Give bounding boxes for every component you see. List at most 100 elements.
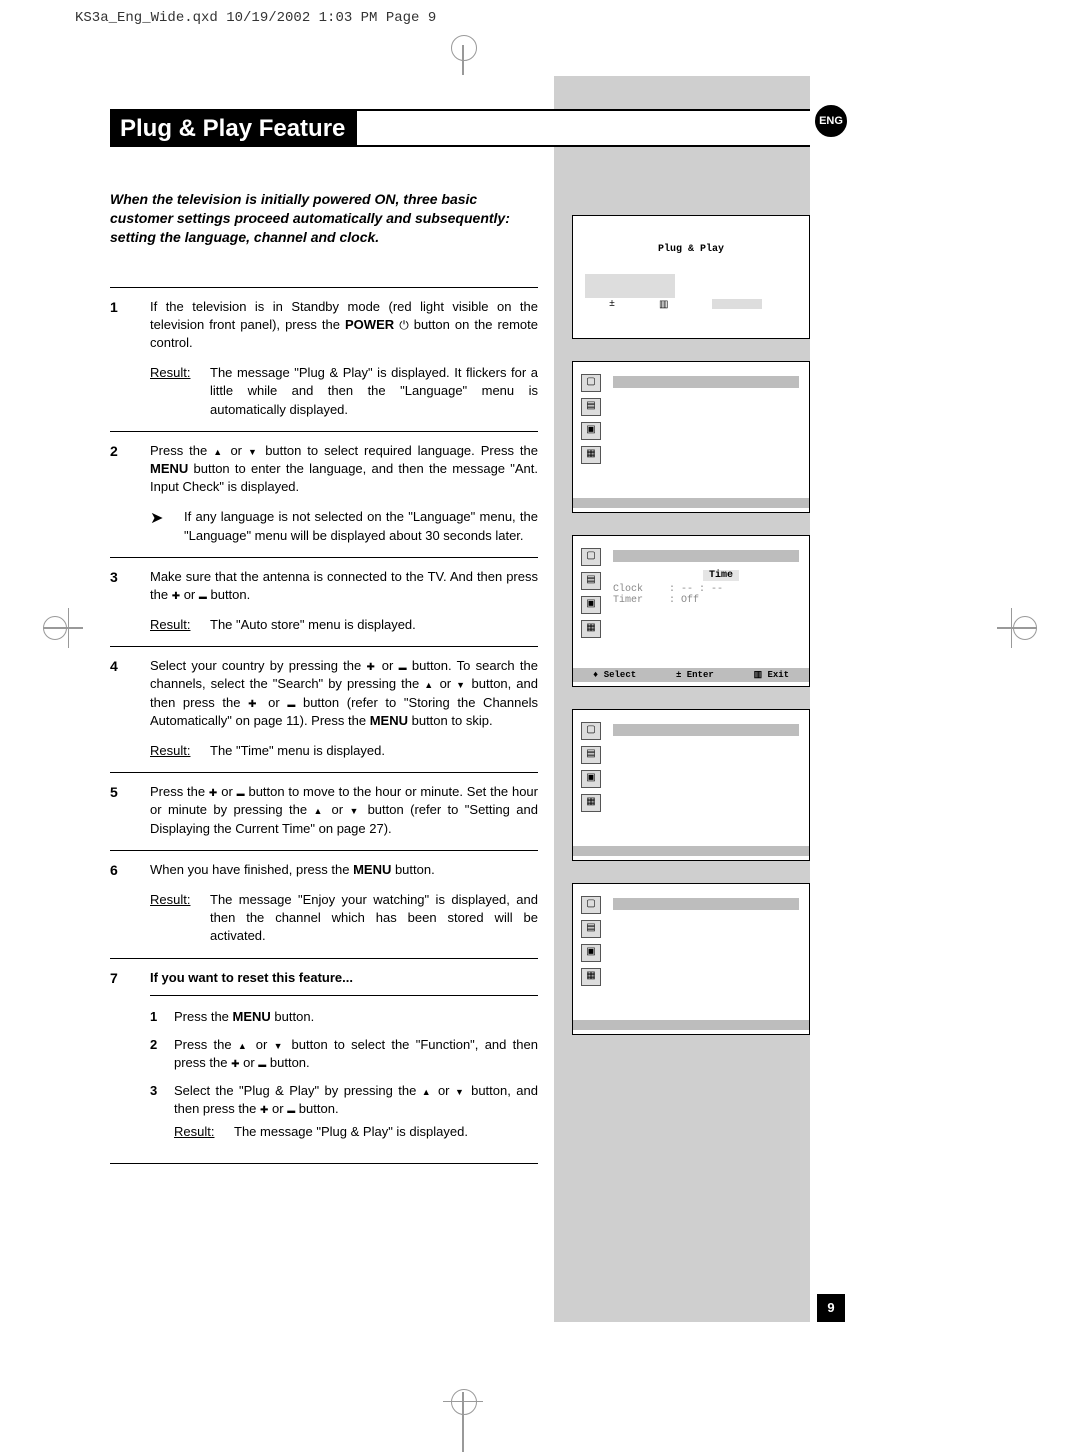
- crop-mark-top: [448, 15, 478, 75]
- osd-tab-icon: ▣: [581, 596, 601, 614]
- osd-tab-icon: ▢: [581, 896, 601, 914]
- text: Select the "Plug & Play" by pressing the: [174, 1083, 422, 1098]
- osd-panel-menu-1: ▢ ▤ ▣ ▦: [572, 361, 810, 513]
- osd-panel-plugplay: Plug & Play: [572, 215, 810, 339]
- text: or: [260, 695, 287, 710]
- osd-tab-icon: ▦: [581, 620, 601, 638]
- down-icon: [456, 676, 466, 691]
- result-text: The message "Enjoy your watching" is dis…: [210, 891, 538, 946]
- text: button.: [391, 862, 434, 877]
- text: button.: [295, 1101, 338, 1116]
- sub-num: 3: [150, 1082, 174, 1141]
- step-5: 5 Press the or button to move to the hou…: [110, 772, 538, 850]
- osd-panel-menu-3: ▢ ▤ ▣ ▦: [572, 883, 810, 1035]
- text: or: [435, 676, 457, 691]
- step-3: 3 Make sure that the antenna is connecte…: [110, 557, 538, 647]
- osd-tab-icon: ▦: [581, 446, 601, 464]
- text: Press the: [174, 1009, 233, 1024]
- text: Press the: [150, 443, 213, 458]
- step-num: 7: [110, 969, 150, 1151]
- result-text: The message "Plug & Play" is displayed. …: [210, 364, 538, 419]
- result-text: The "Time" menu is displayed.: [210, 742, 385, 760]
- text: button.: [207, 587, 250, 602]
- language-badge: ENG: [815, 105, 847, 137]
- page-title: Plug & Play Feature: [112, 111, 357, 145]
- text: Select your country by pressing the: [150, 658, 367, 673]
- crop-mark-right: [1002, 613, 1062, 643]
- up-icon: [213, 443, 224, 458]
- sub-num: 2: [150, 1036, 174, 1072]
- up-icon: [313, 802, 325, 817]
- osd-tab-icon: ▤: [581, 920, 601, 938]
- osd-panel-time: ▢ ▤ ▣ ▦ Time Clock: -- : -- Timer: Off ♦…: [572, 535, 810, 687]
- osd-tab-icon: ▤: [581, 746, 601, 764]
- text: or: [377, 658, 399, 673]
- osd-tab-icon: ▤: [581, 398, 601, 416]
- result-label: Result:: [150, 891, 210, 946]
- crop-mark-bottom: [448, 1367, 478, 1447]
- osd-time-header: Time: [703, 570, 739, 581]
- result-label: Result:: [174, 1123, 234, 1141]
- menu-label: MENU: [150, 461, 188, 476]
- minus-icon: [399, 658, 407, 673]
- plus-icon: [248, 695, 260, 710]
- step-num: 5: [110, 783, 150, 838]
- up-icon: [422, 1083, 433, 1098]
- page-title-block: Plug & Play Feature: [110, 109, 810, 147]
- text: or: [325, 802, 349, 817]
- step-4: 4 Select your country by pressing the or…: [110, 646, 538, 772]
- print-header: KS3a_Eng_Wide.qxd 10/19/2002 1:03 PM Pag…: [75, 10, 436, 26]
- osd-timer-label: Timer: [613, 595, 663, 606]
- substep-3: 3 Select the "Plug & Play" by pressing t…: [150, 1082, 538, 1141]
- osd-tab-icon: ▢: [581, 548, 601, 566]
- legend-exit: ▥ Exit: [754, 670, 790, 680]
- down-icon: [274, 1037, 286, 1052]
- step-num: 1: [110, 298, 150, 419]
- step-7: 7 If you want to reset this feature... 1…: [110, 958, 538, 1164]
- text: or: [224, 443, 247, 458]
- result-text: The "Auto store" menu is displayed.: [210, 616, 416, 634]
- legend-blank: [712, 299, 762, 309]
- step-num: 2: [110, 442, 150, 545]
- text: or: [239, 1055, 258, 1070]
- osd-clock-label: Clock: [613, 584, 663, 595]
- up-icon: [424, 676, 434, 691]
- down-icon: [350, 802, 362, 817]
- text: When you have finished, press the: [150, 862, 353, 877]
- note-text: If any language is not selected on the "…: [184, 508, 538, 544]
- up-icon: [238, 1037, 250, 1052]
- step-num: 3: [110, 568, 150, 635]
- osd-tab-icon: ▣: [581, 944, 601, 962]
- down-icon: [248, 443, 259, 458]
- menu-label: MENU: [233, 1009, 271, 1024]
- result-label: Result:: [150, 742, 210, 760]
- text: or: [433, 1083, 455, 1098]
- result-label: Result:: [150, 616, 210, 634]
- result-label: Result:: [150, 364, 210, 419]
- result-text: The message "Plug & Play" is displayed.: [234, 1123, 468, 1141]
- intro-paragraph: When the television is initially powered…: [110, 190, 538, 247]
- osd-clock-value: : -- : --: [669, 584, 723, 595]
- legend-menu-icon: [659, 299, 672, 311]
- substep-2: 2 Press the or button to select the "Fun…: [150, 1036, 538, 1072]
- note-arrow-icon: ➤: [150, 508, 184, 530]
- text: or: [217, 784, 236, 799]
- reset-heading: If you want to reset this feature...: [150, 970, 353, 985]
- osd-tab-icon: ▢: [581, 722, 601, 740]
- text: or: [268, 1101, 287, 1116]
- text: button.: [266, 1055, 309, 1070]
- minus-icon: [199, 587, 207, 602]
- step-2: 2 Press the or button to select required…: [110, 431, 538, 557]
- sub-num: 1: [150, 1008, 174, 1026]
- text: Press the: [174, 1037, 238, 1052]
- main-content: When the television is initially powered…: [110, 190, 538, 1164]
- menu-label: MENU: [353, 862, 391, 877]
- page-number: 9: [817, 1294, 845, 1322]
- legend-select: ♦ Select: [593, 670, 636, 680]
- osd-tab-icon: ▦: [581, 794, 601, 812]
- legend-enter: ± Enter: [676, 670, 714, 680]
- text: button to select required language. Pres…: [259, 443, 538, 458]
- osd-tab-icon: ▢: [581, 374, 601, 392]
- legend-updown-icon: [609, 299, 619, 311]
- osd-tab-icon: ▦: [581, 968, 601, 986]
